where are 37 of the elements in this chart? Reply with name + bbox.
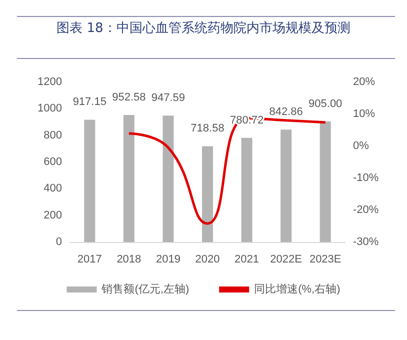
- x-tick-label: 2018: [116, 254, 142, 266]
- y-tick-label: 0: [56, 236, 62, 248]
- y2-tick-label: 0%: [353, 140, 370, 152]
- x-tick-label: 2022E: [270, 254, 302, 266]
- y2-tick-label: -10%: [353, 172, 379, 184]
- bar: [123, 114, 134, 242]
- data-label: 905.00: [308, 98, 342, 110]
- x-tick-label: 2017: [77, 254, 102, 266]
- y-tick-label: 1200: [38, 76, 62, 88]
- bar: [280, 130, 292, 242]
- data-label: 952.58: [112, 91, 146, 104]
- bar: [320, 121, 331, 242]
- x-tick-label: 2023E: [309, 254, 342, 266]
- y2-tick-label: -20%: [353, 204, 379, 216]
- legend-label: 销售额(亿元,左轴): [100, 282, 190, 296]
- y2-tick-label: -30%: [353, 236, 379, 248]
- y-tick-label: 1000: [38, 102, 62, 115]
- data-label: 917.15: [72, 96, 106, 108]
- data-label: 947.59: [151, 92, 186, 104]
- chart-title: 图表 18：中国心血管系统药物院内市场规模及预测: [56, 20, 352, 37]
- bar: [202, 146, 213, 242]
- data-label: 718.58: [190, 122, 224, 135]
- y-tick-label: 200: [44, 209, 62, 222]
- line-series: [128, 116, 327, 225]
- y-tick-label: 600: [44, 156, 62, 168]
- bar: [162, 116, 174, 242]
- legend-label: 同比增速(%,右轴): [254, 282, 340, 296]
- y2-tick-label: 20%: [353, 76, 376, 88]
- y2-tick-label: 10%: [353, 108, 376, 120]
- x-tick-label: 2020: [195, 254, 220, 266]
- data-label: 842.86: [269, 106, 303, 118]
- x-tick-label: 2021: [234, 254, 260, 266]
- bar: [241, 138, 252, 242]
- x-tick-label: 2019: [156, 254, 180, 266]
- y-tick-label: 400: [44, 182, 62, 195]
- y-tick-label: 800: [44, 129, 62, 142]
- bar: [84, 120, 96, 242]
